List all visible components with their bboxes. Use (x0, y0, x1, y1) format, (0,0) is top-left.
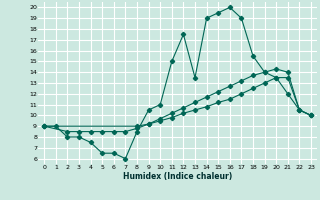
X-axis label: Humidex (Indice chaleur): Humidex (Indice chaleur) (123, 172, 232, 181)
